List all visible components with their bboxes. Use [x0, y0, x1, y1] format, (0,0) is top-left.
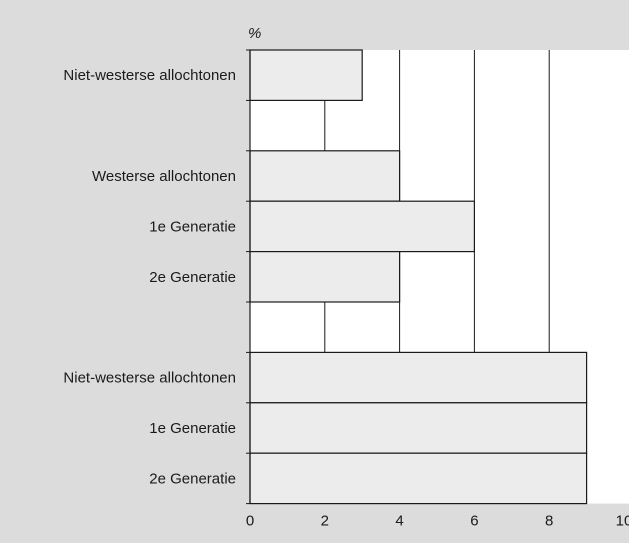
- category-label-0: Niet-westerse allochtonen: [63, 67, 236, 84]
- x-tick-label-2: 2: [321, 513, 329, 530]
- bar-6: [249, 351, 588, 404]
- bar-8: [249, 452, 588, 505]
- x-tick-label-6: 6: [470, 513, 478, 530]
- x-tick-label-0: 0: [246, 513, 254, 530]
- bar-0: [249, 49, 363, 102]
- bar-7: [249, 402, 588, 454]
- category-label-2: Westerse allochtonen: [92, 168, 236, 185]
- category-labels: Niet-westerse allochtonen Westerse alloch…: [63, 67, 236, 487]
- category-label-7: 1e Generatie: [149, 420, 236, 437]
- unit-label: %: [248, 25, 261, 42]
- category-label-4: 2e Generatie: [149, 269, 236, 286]
- x-axis-ticks: 0 2 4 6 8 10: [246, 49, 629, 530]
- x-tick-label-8: 8: [545, 513, 553, 530]
- category-label-3: 1e Generatie: [149, 218, 236, 235]
- category-label-8: 2e Generatie: [149, 470, 236, 487]
- bar-4: [249, 251, 401, 303]
- bar-3: [249, 200, 475, 253]
- bar-2: [249, 150, 401, 202]
- x-tick-label-10: 10: [616, 513, 629, 530]
- bars: [249, 49, 588, 505]
- category-label-6: Niet-westerse allochtonen: [63, 370, 236, 387]
- x-tick-label-4: 4: [395, 513, 403, 530]
